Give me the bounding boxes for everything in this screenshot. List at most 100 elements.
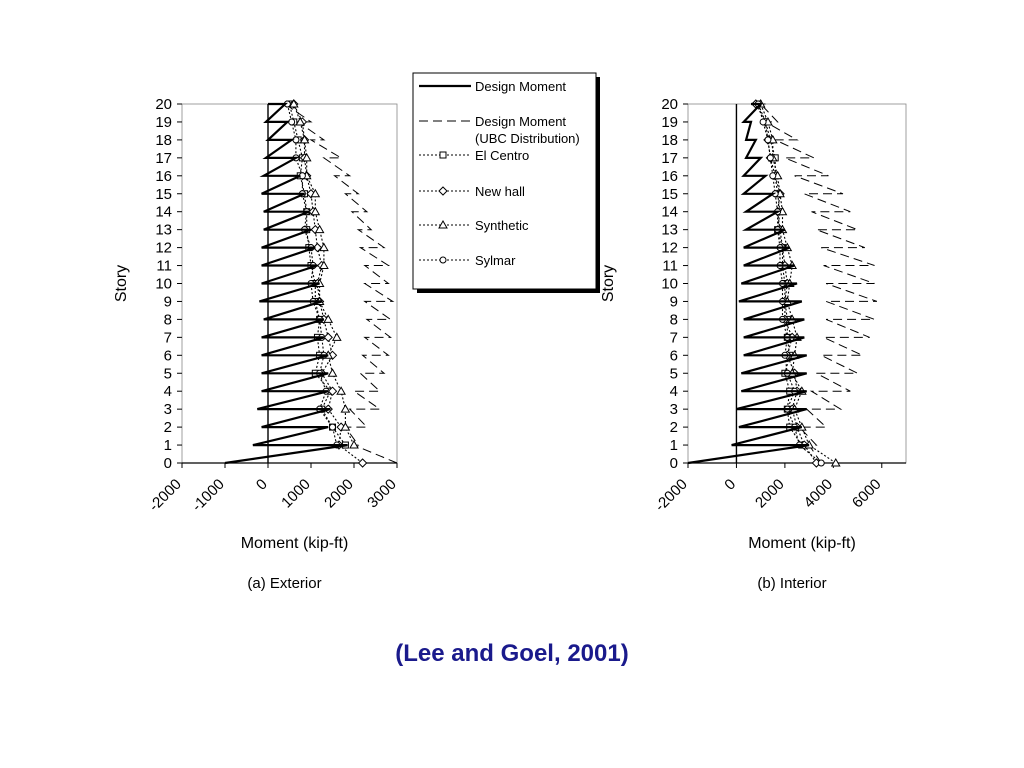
data-point-synthetic [299, 134, 310, 144]
y-tick-label: 4 [164, 383, 172, 400]
data-point-synthetic [340, 422, 351, 431]
y-tick-label: 13 [155, 222, 172, 239]
legend-label: Synthetic [475, 218, 529, 233]
y-tick-label: 17 [661, 150, 678, 167]
data-point-new-hall [357, 458, 368, 468]
x-tick-label: -1000 [189, 476, 228, 515]
y-tick-label: 2 [670, 419, 678, 436]
y-tick-label: 19 [661, 114, 678, 131]
y-tick-label: 10 [155, 276, 172, 293]
y-tick-label: 9 [164, 293, 172, 310]
x-tick-label: 0 [721, 476, 739, 494]
y-tick-label: 11 [662, 258, 678, 275]
data-point-sylmar [292, 136, 300, 144]
y-tick-label: 16 [155, 168, 172, 185]
y-tick-label: 1 [164, 437, 172, 454]
legend-swatch-marker [438, 219, 448, 229]
legend-swatch-marker [439, 256, 447, 264]
data-point-new-hall [323, 332, 333, 343]
series-line-design-moment [224, 102, 348, 465]
x-tick-label: 0 [253, 476, 271, 494]
x-tick-label: 4000 [801, 476, 837, 512]
x-axis-title: Moment (kip-ft) [748, 535, 856, 552]
data-point-synthetic [295, 116, 306, 126]
data-point-synthetic [336, 386, 346, 395]
legend-item-design-moment-ubc-distribution: Design Moment (UBC Distribution) [419, 114, 580, 146]
x-axis-title: Moment (kip-ft) [241, 535, 349, 552]
chart-subtitle: (b) Interior [757, 575, 826, 592]
legend-label-line2: (UBC Distribution) [475, 131, 580, 146]
y-tick-label: 8 [164, 311, 172, 328]
data-point-sylmar [766, 154, 774, 162]
x-tick-label: 2000 [321, 476, 357, 512]
y-tick-label: 19 [155, 114, 172, 131]
legend: Design Moment Design Moment (UBC Distribut… [412, 72, 600, 293]
legend-label: El Centro [475, 148, 529, 163]
y-tick-label: 4 [670, 383, 678, 400]
data-point-sylmar [817, 459, 825, 467]
data-point-synthetic [310, 188, 321, 198]
data-point-synthetic [340, 404, 351, 413]
y-tick-label: 20 [155, 96, 172, 113]
data-point-synthetic [830, 457, 841, 467]
y-tick-label: 7 [670, 329, 678, 346]
y-tick-label: 3 [164, 401, 172, 418]
y-tick-label: 17 [155, 150, 172, 167]
data-point-synthetic [301, 152, 312, 162]
x-tick-label: -2000 [652, 476, 691, 515]
data-point-synthetic [319, 260, 329, 270]
data-point-sylmar [288, 118, 296, 126]
y-tick-label: 7 [164, 329, 172, 346]
data-point-new-hall [327, 386, 338, 396]
y-tick-label: 18 [661, 132, 678, 149]
y-tick-label: 5 [670, 365, 678, 382]
citation: (Lee and Goel, 2001) [395, 640, 629, 667]
y-tick-label: 12 [155, 240, 172, 257]
y-tick-label: 9 [670, 293, 678, 310]
data-point-synthetic [349, 440, 359, 449]
legend-label: Design Moment [475, 79, 566, 94]
y-tick-label: 16 [661, 168, 678, 185]
x-tick-label: 2000 [752, 476, 788, 512]
y-axis-title: Story [113, 265, 130, 302]
legend-item-sylmar: Sylmar [419, 253, 516, 268]
y-tick-label: 5 [164, 365, 172, 382]
legend-box [412, 72, 597, 290]
y-tick-label: 8 [670, 311, 678, 328]
data-point-synthetic [323, 314, 334, 323]
data-point-sylmar [759, 118, 767, 126]
x-tick-label: 1000 [278, 476, 314, 512]
legend-item-el-centro: El Centro [419, 148, 529, 163]
y-tick-label: 14 [155, 204, 172, 221]
legend-label: New hall [475, 184, 525, 199]
data-point-synthetic [331, 332, 342, 341]
y-tick-label: 6 [164, 347, 172, 364]
legend-item-new-hall: New hall [419, 184, 525, 199]
series-line-new-hall [293, 103, 363, 464]
y-tick-label: 10 [661, 276, 678, 293]
legend-item-synthetic: Synthetic [419, 218, 529, 233]
y-tick-label: 6 [670, 347, 678, 364]
chart-subtitle: (a) Exterior [247, 575, 321, 592]
x-tick-label: 6000 [849, 476, 885, 512]
series-line-synthetic [760, 103, 837, 464]
data-point-synthetic [327, 368, 338, 377]
y-axis-title: Story [600, 265, 617, 302]
series-line-synthetic [293, 103, 355, 446]
legend-item-design-moment: Design Moment [419, 79, 566, 94]
legend-label: Sylmar [475, 253, 516, 268]
y-tick-label: 12 [661, 240, 678, 257]
y-tick-label: 2 [164, 419, 172, 436]
x-tick-label: -2000 [146, 476, 185, 515]
legend-label: Design Moment [475, 114, 566, 129]
data-point-sylmar [769, 172, 777, 180]
series-line-design-moment [687, 102, 810, 465]
legend-swatch-marker [438, 186, 448, 196]
data-point-synthetic [288, 98, 299, 108]
series-line-design-moment-ubc-distribution [283, 103, 398, 464]
data-point-new-hall [312, 242, 323, 253]
y-tick-label: 15 [155, 186, 172, 203]
